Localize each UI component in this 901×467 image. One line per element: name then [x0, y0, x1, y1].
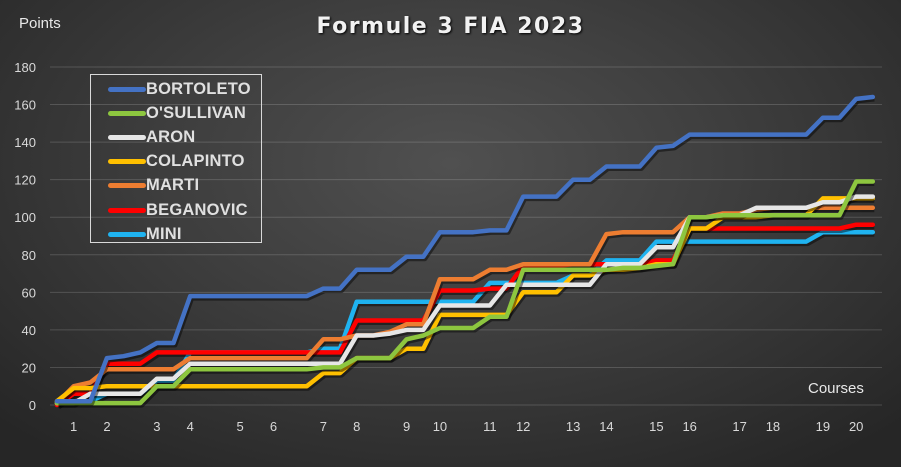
svg-text:1: 1 [70, 419, 77, 434]
svg-text:120: 120 [14, 173, 36, 188]
svg-text:0: 0 [29, 398, 36, 413]
y-axis-ticks: 0 20 40 60 80 100 120 140 160 180 [14, 60, 36, 413]
legend-item-mini: MINI [91, 222, 261, 246]
svg-text:16: 16 [682, 419, 696, 434]
svg-text:12: 12 [516, 419, 530, 434]
legend-label: COLAPINTO [146, 152, 245, 171]
legend-swatch-icon [108, 86, 146, 92]
legend-item-beganovic: BEGANOVIC [91, 198, 261, 222]
svg-text:5: 5 [237, 419, 244, 434]
svg-text:80: 80 [22, 248, 36, 263]
svg-text:60: 60 [22, 285, 36, 300]
x-axis-ticks: 1 2 3 4 5 6 7 8 9 10 11 12 13 14 15 16 17 18 19 20 [70, 419, 863, 434]
legend-label: MINI [146, 224, 182, 243]
svg-text:10: 10 [433, 419, 447, 434]
legend-label: ARON [146, 127, 196, 146]
svg-text:180: 180 [14, 60, 36, 75]
legend-item-osullivan: O'SULLIVAN [91, 101, 261, 125]
legend-swatch-icon [108, 231, 146, 237]
svg-text:8: 8 [353, 419, 360, 434]
svg-text:13: 13 [566, 419, 580, 434]
x-axis-title: Courses [808, 380, 864, 397]
svg-text:17: 17 [732, 419, 746, 434]
legend-swatch-icon [108, 134, 146, 140]
svg-text:20: 20 [22, 360, 36, 375]
legend-swatch-icon [108, 183, 146, 189]
svg-text:11: 11 [483, 419, 497, 434]
legend-item-bortoleto: BORTOLETO [91, 77, 261, 101]
svg-text:14: 14 [599, 419, 613, 434]
legend-item-colapinto: COLAPINTO [91, 150, 261, 174]
legend-label: BORTOLETO [146, 79, 251, 98]
legend-swatch-icon [108, 207, 146, 213]
legend-item-marti: MARTI [91, 174, 261, 198]
legend-label: MARTI [146, 176, 200, 195]
series-line-beganovic [54, 222, 876, 408]
legend-swatch-icon [108, 110, 146, 116]
svg-text:100: 100 [14, 210, 36, 225]
svg-text:4: 4 [187, 419, 194, 434]
svg-text:2: 2 [103, 419, 110, 434]
legend-item-aron: ARON [91, 125, 261, 149]
svg-text:9: 9 [403, 419, 410, 434]
svg-text:20: 20 [849, 419, 863, 434]
svg-text:7: 7 [320, 419, 327, 434]
series-line-bortoleto [54, 94, 876, 404]
series-lines [54, 94, 876, 410]
svg-text:3: 3 [153, 419, 160, 434]
gridlines [50, 66, 882, 406]
chart-title: Formule 3 FIA 2023 [316, 14, 585, 39]
legend-label: BEGANOVIC [146, 200, 248, 219]
svg-text:140: 140 [14, 135, 36, 150]
legend: BORTOLETO O'SULLIVAN ARON COLAPINTO MART… [90, 74, 262, 243]
legend-label: O'SULLIVAN [146, 103, 247, 122]
svg-text:160: 160 [14, 98, 36, 113]
svg-text:40: 40 [22, 323, 36, 338]
svg-text:6: 6 [270, 419, 277, 434]
svg-text:15: 15 [649, 419, 663, 434]
svg-text:19: 19 [816, 419, 830, 434]
series-line-osullivan [54, 179, 876, 406]
legend-swatch-icon [108, 159, 146, 165]
y-axis-title: Points [19, 15, 61, 32]
svg-text:18: 18 [766, 419, 780, 434]
